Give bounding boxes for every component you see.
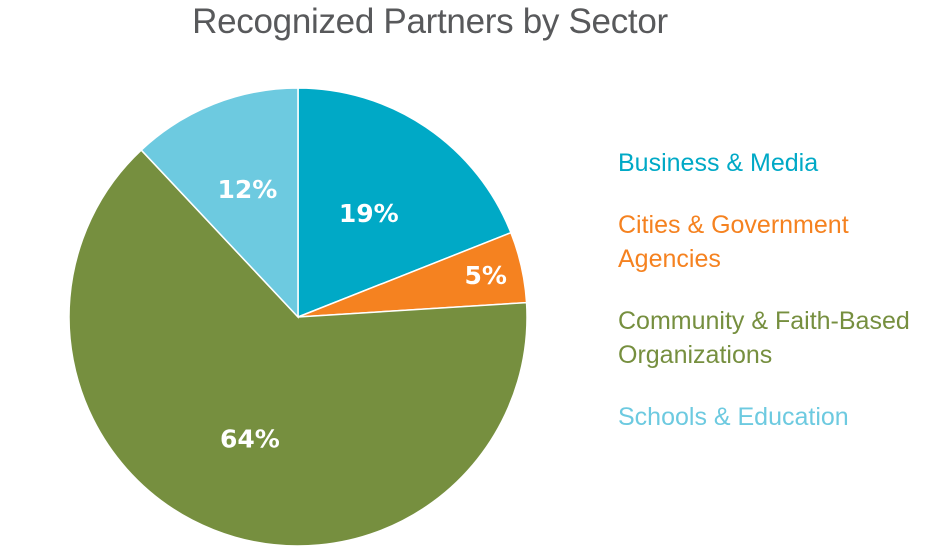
pie-slice xyxy=(68,149,528,547)
chart-title: Recognized Partners by Sector xyxy=(192,2,668,41)
legend-item: Schools & Education xyxy=(618,400,934,434)
legend-label: Business & Media xyxy=(618,149,819,177)
legend-item: Business & Media xyxy=(618,146,934,180)
legend-label: Organizations xyxy=(618,341,773,369)
legend-item: Cities & Government Agencies xyxy=(618,208,934,276)
slice-value-label: 12% xyxy=(217,175,277,204)
legend-item: Community & Faith-Based Organizations xyxy=(618,304,934,372)
slice-value-label: 19% xyxy=(339,199,399,228)
legend-label: Community & Faith-Based xyxy=(618,307,910,335)
pie-slice xyxy=(297,87,512,319)
chart-legend: Business & Media Cities & Government Agenc… xyxy=(618,146,934,462)
pie-slice xyxy=(140,87,299,319)
slice-value-label: 5% xyxy=(465,261,507,290)
legend-label: Schools & Education xyxy=(618,403,849,431)
legend-label: Cities & Government xyxy=(618,211,849,239)
slice-value-label: 64% xyxy=(220,424,280,453)
legend-label: Agencies xyxy=(618,245,721,273)
